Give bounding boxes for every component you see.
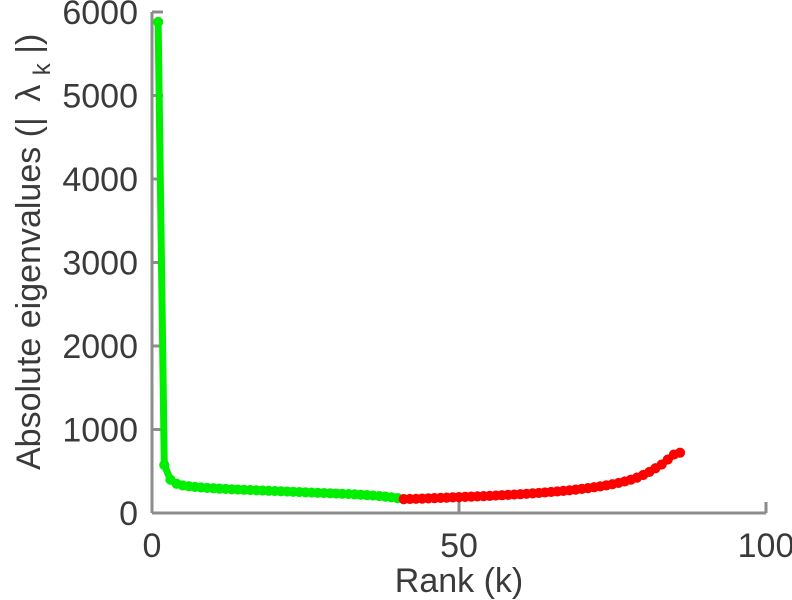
y-tick-label: 1000 (62, 412, 138, 450)
y-axis-title-subscript: k (29, 62, 56, 75)
y-axis-title: Absolute eigenvalues (| λ k |) (10, 34, 58, 470)
x-axis-title: Rank (k) (395, 562, 523, 600)
x-tick-label: 50 (440, 527, 478, 565)
series-retained-eigenvalues (153, 16, 409, 505)
y-axis-title-tail: |) (10, 34, 48, 54)
y-axis-title-lambda: λ (10, 85, 48, 102)
y-tick-label: 3000 (62, 245, 138, 283)
series-line (154, 18, 408, 503)
series-truncated-eigenvalues (398, 447, 686, 505)
data-point (159, 459, 170, 471)
y-tick-label: 0 (119, 495, 138, 533)
y-tick-label: 4000 (62, 161, 138, 199)
x-axis-ticks: 0 50 100 (143, 502, 792, 565)
data-point (674, 447, 686, 458)
y-tick-label: 5000 (62, 78, 138, 116)
y-tick-label: 6000 (62, 0, 138, 32)
x-tick-label: 0 (143, 527, 162, 565)
data-point (153, 16, 164, 28)
y-tick-label: 2000 (62, 328, 138, 366)
data-series-layer (153, 16, 686, 505)
x-tick-label: 100 (738, 527, 792, 565)
y-axis-ticks: 0 1000 2000 3000 4000 5000 6000 (62, 0, 163, 533)
y-axis-title-main: Absolute eigenvalues (| (10, 117, 48, 470)
svg-text:Absolute eigenvalues (|: Absolute eigenvalues (| λ k |) (10, 34, 58, 470)
